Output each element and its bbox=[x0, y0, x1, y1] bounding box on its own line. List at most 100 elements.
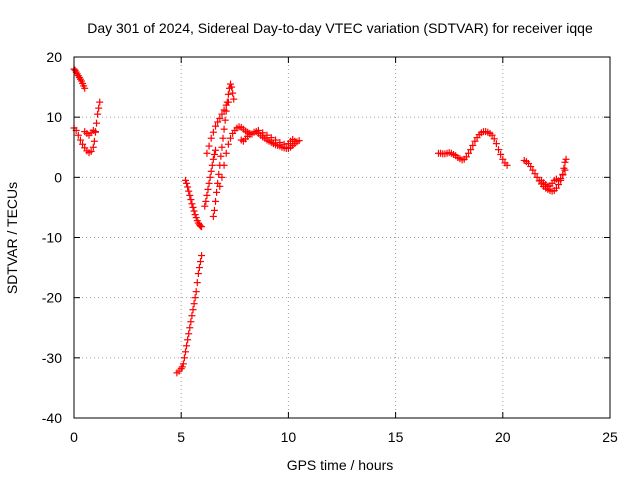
y-tick-label: -10 bbox=[42, 230, 62, 246]
x-axis-label: GPS time / hours bbox=[287, 457, 394, 473]
data-point-marker bbox=[89, 143, 97, 151]
data-point-marker bbox=[217, 152, 225, 160]
data-point-marker bbox=[230, 95, 238, 103]
y-tick-label: -30 bbox=[42, 350, 62, 366]
data-point-marker bbox=[291, 137, 299, 145]
data-point-marker bbox=[209, 155, 217, 163]
data-point-marker bbox=[189, 306, 197, 314]
data-point-marker bbox=[95, 104, 103, 112]
data-point-marker bbox=[218, 110, 226, 118]
data-point-marker bbox=[559, 170, 567, 178]
x-tick-label: 5 bbox=[177, 429, 185, 445]
data-point-marker bbox=[204, 185, 212, 193]
data-point-marker bbox=[254, 126, 262, 134]
data-point-marker bbox=[79, 140, 87, 148]
x-tick-label: 20 bbox=[495, 429, 511, 445]
data-point-marker bbox=[180, 354, 188, 362]
data-point-marker bbox=[490, 135, 498, 143]
data-point-marker bbox=[194, 270, 202, 278]
data-point-marker bbox=[259, 129, 267, 137]
data-point-marker bbox=[210, 150, 218, 158]
data-point-marker bbox=[183, 342, 191, 350]
data-point-marker bbox=[96, 98, 104, 106]
data-point-marker bbox=[179, 360, 187, 368]
data-point-marker bbox=[196, 258, 204, 266]
data-point-marker bbox=[202, 197, 210, 205]
y-tick-label: -20 bbox=[42, 290, 62, 306]
x-tick-label: 25 bbox=[602, 429, 618, 445]
y-tick-label: 10 bbox=[46, 109, 62, 125]
data-point-marker bbox=[216, 182, 224, 190]
data-point-marker bbox=[76, 136, 84, 144]
data-point-marker bbox=[195, 264, 203, 272]
data-point-marker bbox=[91, 128, 99, 136]
data-point-marker bbox=[218, 173, 226, 181]
data-point-marker bbox=[193, 279, 201, 287]
data-point-marker bbox=[220, 106, 228, 114]
data-point-marker bbox=[178, 363, 186, 371]
data-point-marker bbox=[561, 158, 569, 166]
data-point-marker bbox=[529, 166, 537, 174]
data-point-marker bbox=[471, 137, 479, 145]
data-point-marker bbox=[187, 318, 195, 326]
data-point-marker bbox=[557, 175, 565, 183]
data-point-marker bbox=[467, 146, 475, 154]
data-point-marker bbox=[220, 161, 228, 169]
data-point-marker bbox=[208, 161, 216, 169]
data-point-marker bbox=[183, 179, 191, 187]
x-tick-label: 15 bbox=[388, 429, 404, 445]
data-point-marker bbox=[186, 191, 194, 199]
data-point-marker bbox=[227, 134, 235, 142]
data-point-marker bbox=[552, 184, 560, 192]
data-point-marker bbox=[533, 173, 541, 181]
data-point-marker bbox=[209, 128, 217, 136]
data-point-marker bbox=[190, 300, 198, 308]
data-point-marker bbox=[229, 89, 237, 97]
data-point-marker bbox=[488, 131, 496, 139]
data-point-marker bbox=[497, 150, 505, 158]
data-point-marker bbox=[203, 149, 211, 157]
y-tick-label: 0 bbox=[54, 169, 62, 185]
data-point-marker bbox=[562, 155, 570, 163]
data-point-marker bbox=[205, 179, 213, 187]
data-point-marker bbox=[280, 140, 288, 148]
data-point-marker bbox=[215, 170, 223, 178]
data-point-marker bbox=[185, 330, 193, 338]
data-point-marker bbox=[196, 222, 204, 230]
data-point-marker bbox=[213, 188, 221, 196]
data-point-marker bbox=[191, 294, 199, 302]
data-point-marker bbox=[190, 207, 198, 215]
data-point-marker bbox=[464, 149, 472, 157]
axis-ticks: 0 5 10 15 20 25 -40 -30 -20 -10 0 10 20 bbox=[42, 49, 618, 445]
data-point-marker bbox=[74, 131, 82, 139]
data-point-marker bbox=[267, 134, 275, 142]
data-point-marker bbox=[222, 149, 230, 157]
data-point-marker bbox=[188, 312, 196, 320]
data-point-marker bbox=[187, 196, 195, 204]
data-point-marker bbox=[227, 80, 235, 88]
x-tick-label: 10 bbox=[281, 429, 297, 445]
data-point-marker bbox=[205, 142, 213, 150]
chart-title: Day 301 of 2024, Sidereal Day-to-day VTE… bbox=[87, 20, 593, 36]
data-point-marker bbox=[492, 140, 500, 148]
data-point-marker bbox=[531, 170, 539, 178]
data-point-marker bbox=[198, 223, 206, 231]
data-point-marker bbox=[209, 212, 217, 220]
data-point-marker bbox=[181, 348, 189, 356]
data-point-marker bbox=[203, 191, 211, 199]
data-point-marker bbox=[207, 134, 215, 142]
data-point-marker bbox=[220, 125, 228, 133]
data-point-marker bbox=[561, 166, 569, 174]
data-point-marker bbox=[181, 176, 189, 184]
data-point-marker bbox=[219, 134, 227, 142]
data-point-marker bbox=[207, 167, 215, 175]
grid bbox=[74, 57, 610, 418]
data-point-marker bbox=[224, 90, 232, 98]
data-points bbox=[70, 65, 570, 377]
data-point-marker bbox=[94, 110, 102, 118]
data-point-marker bbox=[560, 164, 568, 172]
data-point-marker bbox=[184, 183, 192, 191]
data-point-marker bbox=[210, 206, 218, 214]
x-tick-label: 0 bbox=[70, 429, 78, 445]
data-point-marker bbox=[462, 153, 470, 161]
